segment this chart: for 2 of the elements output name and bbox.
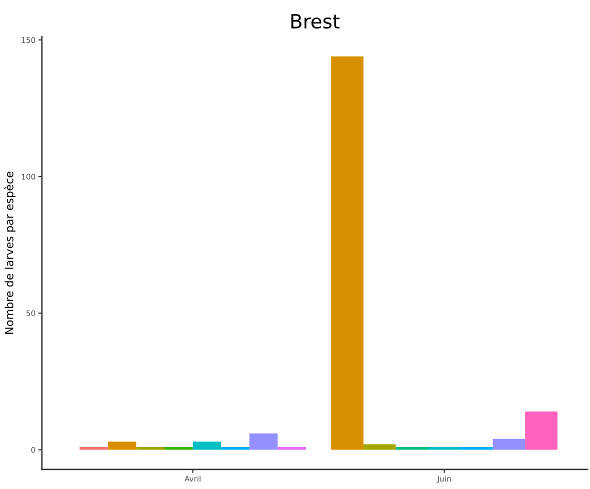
chart-title: Brest xyxy=(291,14,340,29)
y-axis-title: Nombre de larves par espèce xyxy=(4,172,16,334)
